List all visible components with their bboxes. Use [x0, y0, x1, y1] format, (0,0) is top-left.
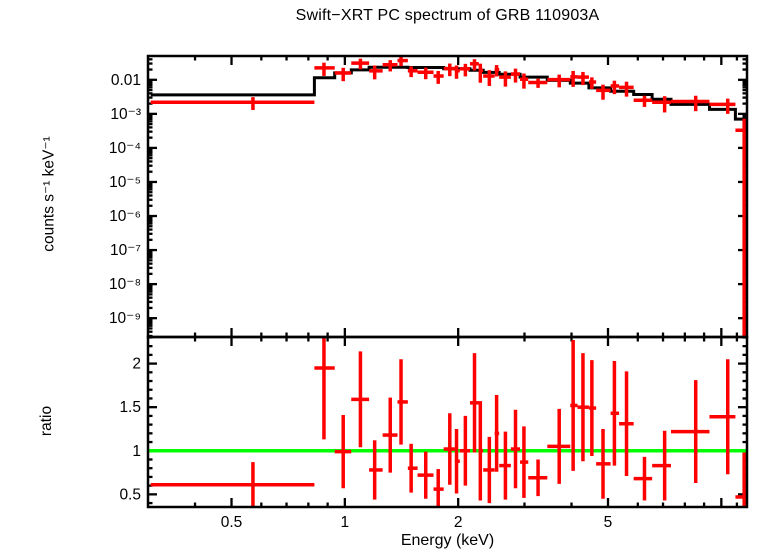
tick-label: 0.5 [119, 486, 141, 503]
spectrum-data-points [150, 56, 747, 337]
tick-label: 1 [341, 514, 350, 531]
energy-axis-label: Energy (keV) [400, 532, 495, 549]
tick-label: 0.01 [111, 72, 141, 89]
figure-title: Swift−XRT PC spectrum of GRB 110903A [295, 7, 600, 24]
counts-axis-label: counts s⁻¹ keV⁻¹ [40, 136, 58, 252]
tick-label: 5 [604, 514, 613, 531]
tick-label: 1 [132, 443, 141, 460]
ratio-axis-label: ratio [38, 405, 55, 437]
tick-label: 0.5 [221, 514, 243, 531]
tick-label: 10⁻³ [110, 106, 141, 123]
ratio-panel-border [146, 335, 749, 509]
tick-label: 1.5 [119, 399, 141, 416]
tick-label: 10⁻⁷ [110, 242, 141, 259]
tick-label: 2 [454, 514, 463, 531]
tick-label: 2 [132, 356, 141, 373]
panel-borders [146, 54, 749, 509]
tick-label: 10⁻⁹ [109, 310, 141, 327]
tick-labels: 0.01 10⁻³ 10⁻⁴ 10⁻⁵ 10⁻⁶ 10⁻⁷ 10⁻⁸ 10⁻⁹ 0.5 1 1.5 2… [109, 72, 612, 531]
tick-label: 10⁻⁸ [109, 276, 141, 293]
ratio-data-points [150, 337, 747, 507]
tick-label: 10⁻⁵ [109, 174, 141, 191]
tick-label: 10⁻⁶ [109, 208, 141, 225]
tick-label: 10⁻⁴ [109, 140, 141, 157]
spectrum-model-line [150, 65, 747, 121]
